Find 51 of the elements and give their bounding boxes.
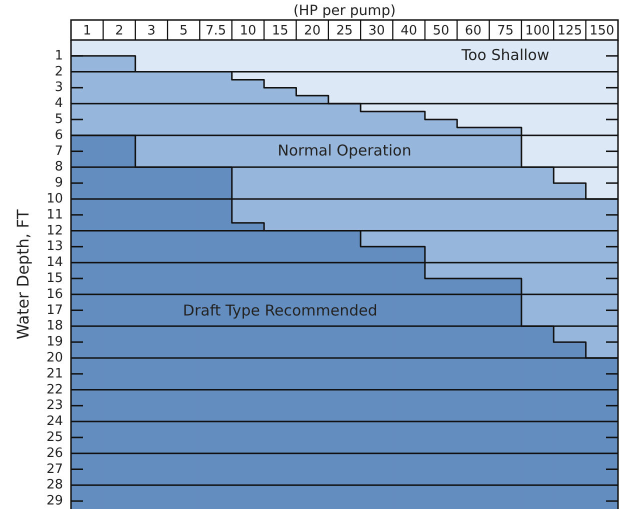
y-tick-label: 16 (46, 286, 63, 302)
x-tick-label: 25 (336, 24, 353, 39)
y-tick-label: 18 (46, 318, 63, 334)
y-tick-label: 11 (46, 207, 63, 222)
x-axis-title: (HP per pump) (293, 2, 396, 19)
y-tick-label: 5 (54, 112, 63, 128)
y-tick-label: 7 (54, 144, 63, 159)
x-tick-label: 30 (368, 24, 385, 39)
x-tick-label: 100 (525, 24, 550, 39)
y-tick-label: 12 (46, 223, 63, 238)
y-tick-label: 29 (46, 494, 63, 509)
y-tick-label: 25 (46, 430, 63, 446)
y-tick-label: 3 (54, 80, 63, 96)
y-tick-label: 13 (46, 239, 63, 254)
y-tick-label: 8 (54, 160, 63, 175)
x-tick-label: 10 (240, 24, 256, 39)
y-tick-label: 15 (46, 271, 63, 286)
series-label: Too Shallow (460, 46, 550, 64)
series-label: Draft Type Recommended (182, 302, 378, 320)
x-tick-label: 50 (432, 24, 450, 39)
x-tick-label: 2 (115, 24, 124, 39)
series-label: Normal Operation (278, 141, 412, 160)
x-tick-label: 7.5 (205, 24, 226, 39)
x-tick-label: 5 (179, 24, 188, 39)
x-tick-label: 3 (147, 24, 156, 39)
y-tick-label: 19 (46, 334, 63, 350)
y-tick-label: 22 (46, 382, 63, 398)
y-axis-title: Water Depth, FT (13, 209, 32, 340)
y-tick-label: 4 (54, 96, 63, 112)
y-tick-label: 17 (46, 302, 63, 318)
x-tick-label: 125 (557, 24, 582, 39)
y-tick-label: 24 (46, 414, 63, 430)
y-tick-label: 28 (46, 478, 63, 493)
x-tick-label: 20 (304, 24, 321, 39)
y-tick-label: 10 (46, 192, 63, 207)
x-tick-label: 40 (400, 24, 418, 39)
x-tick-label: 150 (590, 24, 614, 39)
y-tick-label: 1 (54, 48, 63, 64)
x-tick-label: 60 (464, 24, 482, 39)
y-tick-label: 27 (46, 462, 63, 477)
y-tick-label: 6 (54, 128, 63, 143)
y-tick-label: 20 (46, 350, 63, 366)
y-tick-label: 9 (54, 176, 63, 191)
y-tick-label: 14 (46, 255, 63, 270)
y-tick-label: 2 (54, 64, 63, 80)
x-tick-label: 15 (272, 24, 288, 39)
y-tick-label: 26 (46, 446, 63, 461)
y-tick-label: 23 (46, 398, 63, 414)
x-tick-label: 75 (497, 24, 514, 39)
x-tick-label: 1 (82, 24, 92, 39)
y-tick-label: 21 (46, 366, 63, 382)
